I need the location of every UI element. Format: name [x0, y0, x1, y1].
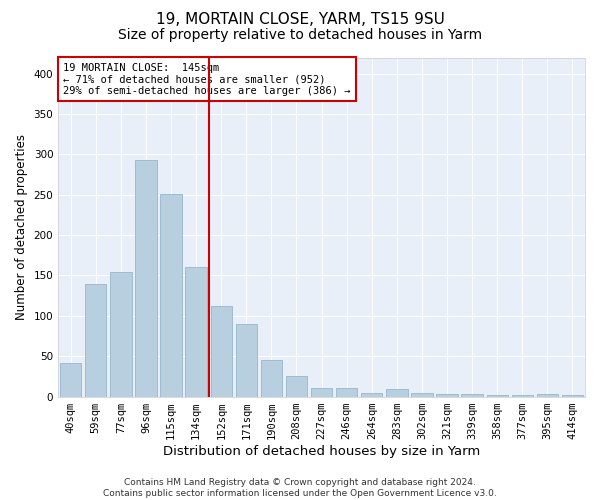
- Bar: [461, 394, 483, 396]
- Bar: [512, 395, 533, 396]
- Bar: [136, 160, 157, 396]
- Text: Contains HM Land Registry data © Crown copyright and database right 2024.
Contai: Contains HM Land Registry data © Crown c…: [103, 478, 497, 498]
- Bar: [336, 388, 358, 396]
- Bar: [436, 394, 458, 396]
- Bar: [386, 390, 407, 396]
- Bar: [562, 395, 583, 396]
- Bar: [110, 272, 131, 396]
- Y-axis label: Number of detached properties: Number of detached properties: [15, 134, 28, 320]
- Bar: [261, 360, 282, 396]
- Text: 19 MORTAIN CLOSE:  145sqm
← 71% of detached houses are smaller (952)
29% of semi: 19 MORTAIN CLOSE: 145sqm ← 71% of detach…: [64, 62, 351, 96]
- Bar: [236, 324, 257, 396]
- Bar: [211, 306, 232, 396]
- Bar: [411, 394, 433, 396]
- Bar: [160, 194, 182, 396]
- Bar: [185, 268, 207, 396]
- Bar: [60, 364, 82, 396]
- Bar: [311, 388, 332, 396]
- Text: Size of property relative to detached houses in Yarm: Size of property relative to detached ho…: [118, 28, 482, 42]
- Bar: [487, 395, 508, 396]
- X-axis label: Distribution of detached houses by size in Yarm: Distribution of detached houses by size …: [163, 444, 480, 458]
- Bar: [286, 376, 307, 396]
- Bar: [85, 284, 106, 397]
- Bar: [361, 392, 382, 396]
- Text: 19, MORTAIN CLOSE, YARM, TS15 9SU: 19, MORTAIN CLOSE, YARM, TS15 9SU: [155, 12, 445, 28]
- Bar: [537, 394, 558, 396]
